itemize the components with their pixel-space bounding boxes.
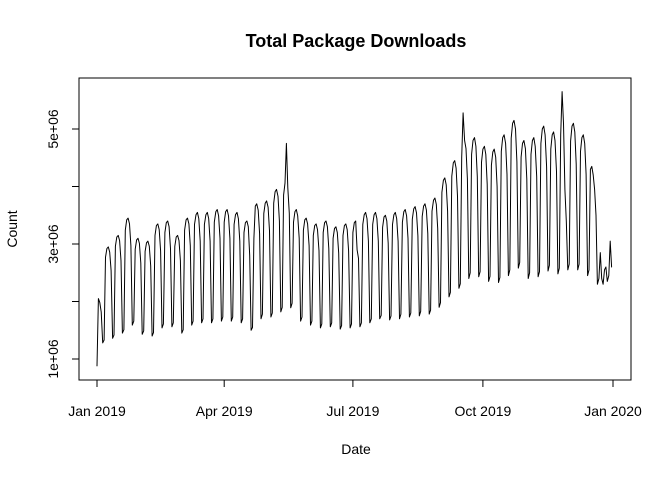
x-tick-label: Jan 2019 — [68, 403, 126, 419]
x-tick-label: Apr 2019 — [196, 403, 253, 419]
x-axis: Jan 2019 Apr 2019 Jul 2019 Oct 2019 Jan 2020 — [68, 380, 642, 419]
x-tick-label: Jan 2020 — [584, 403, 642, 419]
y-axis: 1e+06 3e+06 5e+06 — [45, 109, 79, 379]
y-tick-label: 1e+06 — [45, 339, 61, 379]
y-tick-label: 3e+06 — [45, 224, 61, 264]
plot-border — [78, 77, 632, 381]
x-tick-label: Oct 2019 — [454, 403, 511, 419]
chart-title: Total Package Downloads — [246, 31, 467, 51]
downloads-line-series — [96, 91, 613, 367]
y-tick-label: 5e+06 — [45, 109, 61, 149]
y-axis-title: Count — [4, 210, 20, 247]
x-axis-title: Date — [341, 441, 371, 457]
x-tick-label: Jul 2019 — [326, 403, 379, 419]
